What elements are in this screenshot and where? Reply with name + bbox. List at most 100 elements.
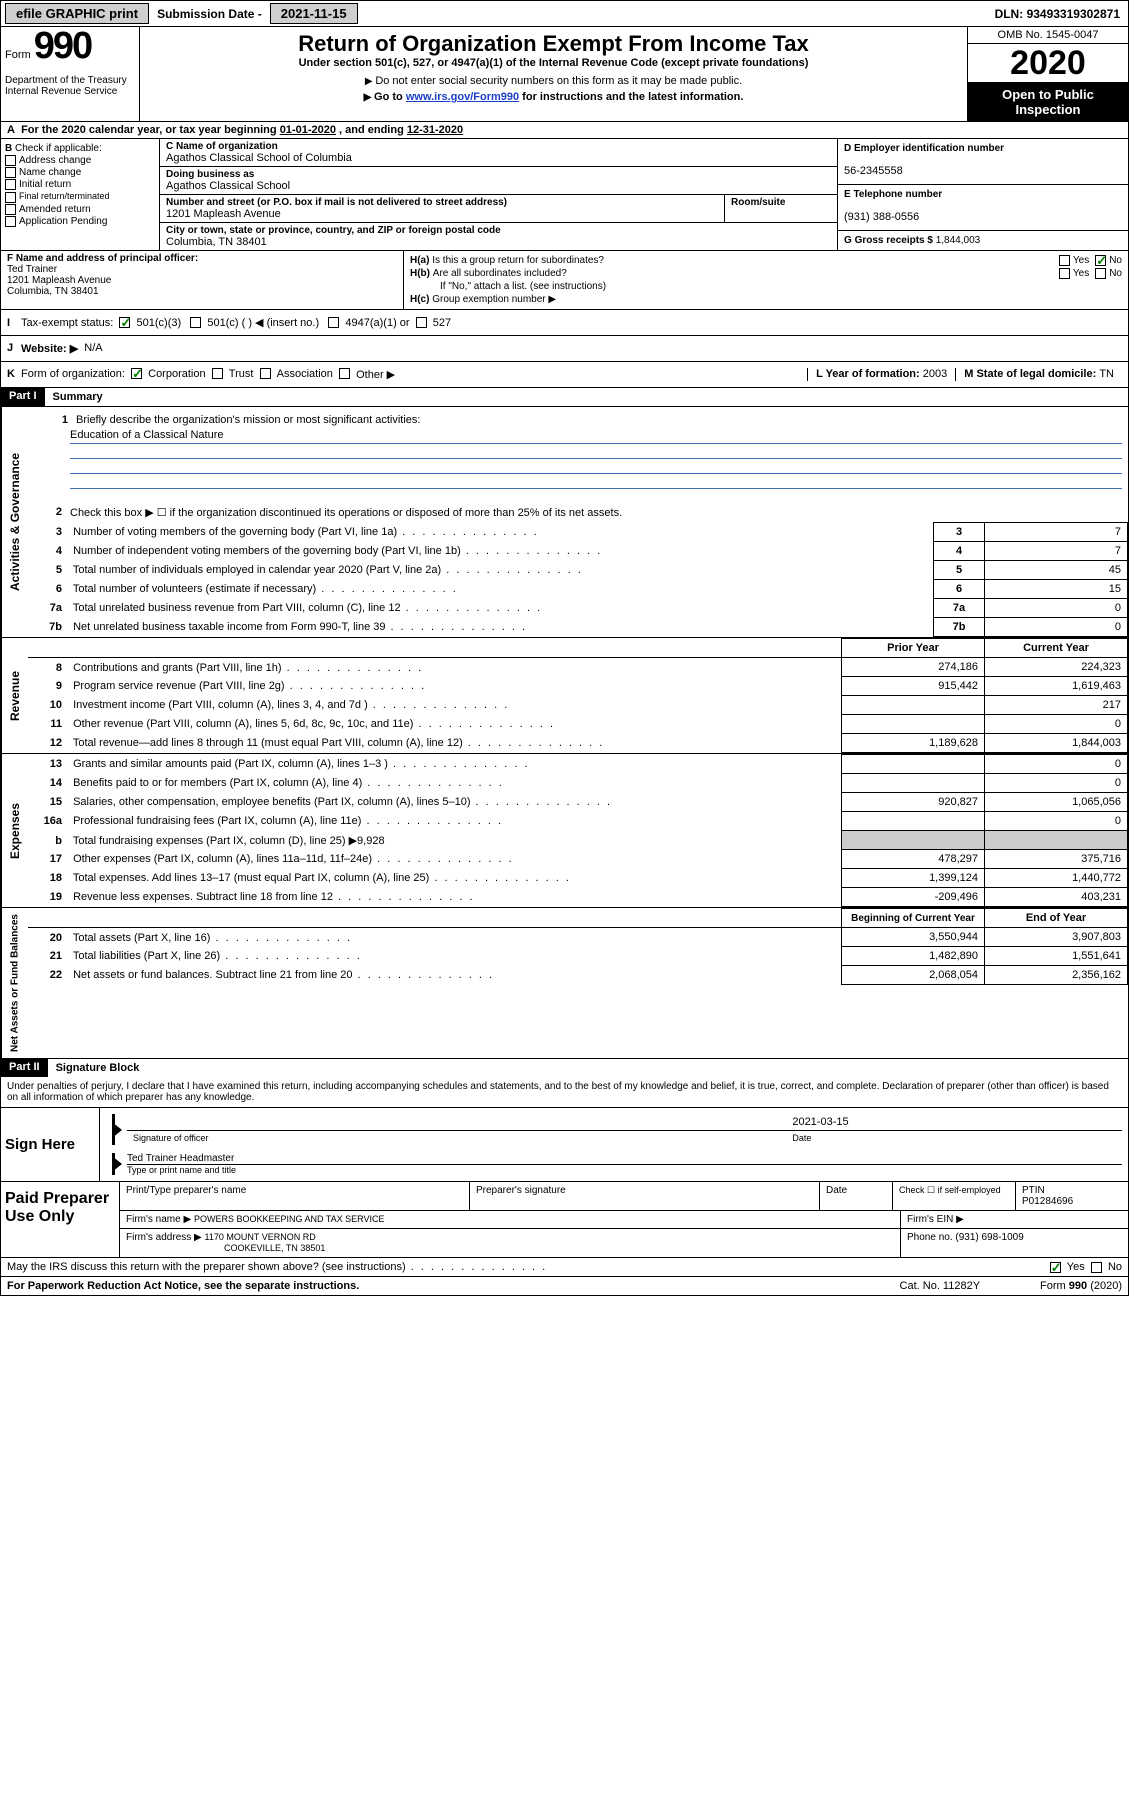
net-assets-table: Beginning of Current Year End of Year 20… [28, 908, 1128, 985]
table-row: 7b Net unrelated business taxable income… [28, 618, 1128, 637]
table-row: 11 Other revenue (Part VIII, column (A),… [28, 715, 1128, 734]
check-amended-return[interactable]: Amended return [5, 204, 155, 215]
check-application-pending[interactable]: Application Pending [5, 216, 155, 227]
org-other[interactable] [339, 368, 350, 379]
firm-address-1: 1170 MOUNT VERNON RD [205, 1232, 316, 1242]
footer-left: For Paperwork Reduction Act Notice, see … [7, 1280, 359, 1292]
discuss-yes[interactable] [1050, 1262, 1061, 1273]
net-vert-label: Net Assets or Fund Balances [1, 908, 28, 1058]
table-row: 17 Other expenses (Part IX, column (A), … [28, 850, 1128, 869]
topbar: efile GRAPHIC print Submission Date - 20… [1, 1, 1128, 27]
table-row: 4 Number of independent voting members o… [28, 542, 1128, 561]
table-row: 12 Total revenue—add lines 8 through 11 … [28, 734, 1128, 753]
table-row: 5 Total number of individuals employed i… [28, 561, 1128, 580]
goto-note: Go to www.irs.gov/Form990 for instructio… [146, 91, 961, 103]
part-i-header: Part I Summary [1, 388, 1128, 407]
street-address: 1201 Mapleash Avenue [166, 208, 281, 220]
omb-number: OMB No. 1545-0047 [968, 27, 1128, 44]
table-row: 21 Total liabilities (Part X, line 26) 1… [28, 947, 1128, 966]
efile-print-button[interactable]: efile GRAPHIC print [5, 3, 149, 24]
open-to-public: Open to Public Inspection [968, 83, 1128, 121]
org-corporation[interactable] [131, 368, 142, 379]
discuss-no[interactable] [1091, 1262, 1102, 1273]
department: Department of the Treasury Internal Reve… [5, 75, 135, 97]
form-header: Form 990 Department of the Treasury Inte… [1, 27, 1128, 122]
firm-address-2: COOKEVILLE, TN 38501 [126, 1243, 325, 1253]
revenue-section: Revenue Prior Year Current Year 8 Contri… [1, 638, 1128, 754]
dln: DLN: 93493319302871 [995, 7, 1128, 21]
table-row: 7a Total unrelated business revenue from… [28, 599, 1128, 618]
tax-exempt-status-row: I Tax-exempt status: 501(c)(3) 501(c) ( … [1, 310, 1128, 336]
dba-name: Agathos Classical School [166, 180, 290, 192]
org-name: Agathos Classical School of Columbia [166, 152, 352, 164]
table-row: 10 Investment income (Part VIII, column … [28, 696, 1128, 715]
hc-label: Group exemption number ▶ [432, 294, 1122, 305]
firm-phone: (931) 698-1009 [955, 1232, 1023, 1243]
hb-no[interactable] [1095, 268, 1106, 279]
telephone: (931) 388-0556 [844, 211, 919, 223]
revenue-table: Prior Year Current Year 8 Contributions … [28, 638, 1128, 753]
year-of-formation: 2003 [923, 368, 947, 380]
website-value: N/A [84, 342, 102, 355]
check-applicable-label: Check if applicable: [15, 143, 102, 154]
check-initial-return[interactable]: Initial return [5, 179, 155, 190]
officer-group-block: F Name and address of principal officer:… [1, 251, 1128, 310]
table-row: 19 Revenue less expenses. Subtract line … [28, 888, 1128, 907]
org-association[interactable] [260, 368, 271, 379]
preparer-name-label: Print/Type preparer's name [120, 1182, 470, 1210]
ptin-value: P01284696 [1022, 1196, 1073, 1207]
ha-label: Is this a group return for subordinates? [432, 255, 1053, 266]
officer-addr1: 1201 Mapleash Avenue [7, 275, 397, 286]
ha-yes[interactable] [1059, 255, 1070, 266]
table-row: 16a Professional fundraising fees (Part … [28, 812, 1128, 831]
tax-year: 2020 [968, 44, 1128, 83]
identity-block: B Check if applicable: Address change Na… [1, 139, 1128, 251]
submission-date-button[interactable]: 2021-11-15 [270, 3, 358, 24]
exp-vert-label: Expenses [1, 754, 28, 907]
ha-no[interactable] [1095, 255, 1106, 266]
status-4947[interactable] [328, 317, 339, 328]
irs-link[interactable]: www.irs.gov/Form990 [406, 91, 519, 103]
gov-table: 3 Number of voting members of the govern… [28, 522, 1128, 637]
room-suite-label: Room/suite [731, 197, 785, 208]
officer-name-title: Ted Trainer Headmaster [127, 1153, 1122, 1164]
sign-here-label: Sign Here [1, 1108, 99, 1181]
ein: 56-2345558 [844, 165, 903, 177]
org-trust[interactable] [212, 368, 223, 379]
hb-note: If "No," attach a list. (see instruction… [440, 281, 606, 292]
status-527[interactable] [416, 317, 427, 328]
table-row: 20 Total assets (Part X, line 16) 3,550,… [28, 928, 1128, 947]
net-assets-section: Net Assets or Fund Balances Beginning of… [1, 908, 1128, 1059]
table-row: 6 Total number of volunteers (estimate i… [28, 580, 1128, 599]
table-row: 22 Net assets or fund balances. Subtract… [28, 966, 1128, 985]
table-row: 18 Total expenses. Add lines 13–17 (must… [28, 869, 1128, 888]
page-footer: For Paperwork Reduction Act Notice, see … [1, 1277, 1128, 1295]
table-row: 15 Salaries, other compensation, employe… [28, 793, 1128, 812]
sign-here-block: Sign Here 2021-03-15 Signature of office… [1, 1108, 1128, 1182]
check-final-return[interactable]: Final return/terminated [5, 191, 155, 202]
gross-receipts: 1,844,003 [936, 235, 981, 246]
discuss-with-preparer-row: May the IRS discuss this return with the… [1, 1258, 1128, 1277]
form-title: Return of Organization Exempt From Incom… [146, 31, 961, 57]
hb-yes[interactable] [1059, 268, 1070, 279]
expenses-section: Expenses 13 Grants and similar amounts p… [1, 754, 1128, 908]
status-501c[interactable] [190, 317, 201, 328]
paid-preparer-label: Paid Preparer Use Only [1, 1182, 119, 1257]
table-row: 9 Program service revenue (Part VIII, li… [28, 677, 1128, 696]
officer-addr2: Columbia, TN 38401 [7, 286, 397, 297]
website-row: J Website: ▶ N/A [1, 336, 1128, 362]
paid-preparer-block: Paid Preparer Use Only Print/Type prepar… [1, 1182, 1128, 1258]
officer-name: Ted Trainer [7, 264, 397, 275]
sign-date: 2021-03-15 [786, 1114, 1122, 1130]
table-row: 3 Number of voting members of the govern… [28, 523, 1128, 542]
table-row: 8 Contributions and grants (Part VIII, l… [28, 658, 1128, 677]
state-of-domicile: TN [1099, 368, 1114, 380]
form-number: 990 [34, 25, 91, 67]
check-name-change[interactable]: Name change [5, 167, 155, 178]
firm-ein-label: Firm's EIN ▶ [901, 1211, 1128, 1228]
gov-vert-label: Activities & Governance [1, 407, 28, 637]
status-501c3[interactable] [119, 317, 130, 328]
city-state-zip: Columbia, TN 38401 [166, 236, 267, 248]
check-address-change[interactable]: Address change [5, 155, 155, 166]
check-self-employed[interactable]: Check ☐ if self-employed [893, 1182, 1016, 1210]
